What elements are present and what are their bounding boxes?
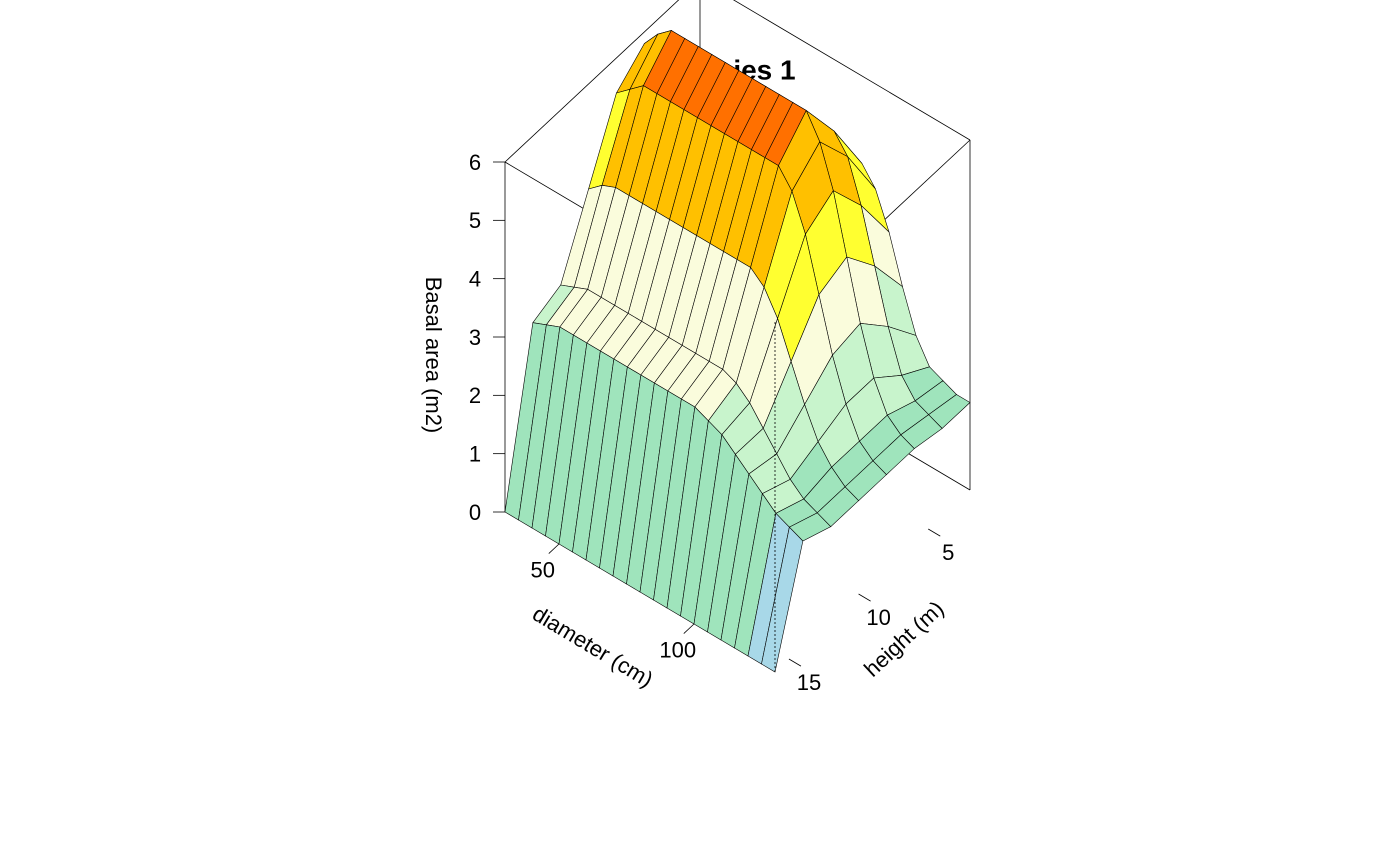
y-tick-label: 10 (866, 605, 890, 630)
box-edge (504, 0, 680, 163)
x-tick (683, 623, 695, 634)
z-tick-label: 3 (469, 325, 481, 350)
y-tick (858, 593, 871, 602)
box-edge (732, 0, 971, 141)
y-tick (928, 528, 941, 537)
z-tick-label: 6 (469, 150, 481, 175)
x-tick-label: 50 (531, 557, 555, 582)
x-axis-title: diameter (cm) (528, 601, 657, 692)
z-tick-label: 2 (469, 383, 481, 408)
z-tick-label: 4 (469, 266, 481, 291)
y-tick (788, 658, 802, 667)
y-tick-label: 5 (942, 540, 954, 565)
z-axis-title: Basal area (m2) (421, 277, 446, 434)
z-tick-label: 5 (469, 208, 481, 233)
z-tick-label: 1 (469, 441, 481, 466)
x-tick-label: 100 (659, 637, 696, 662)
x-tick (548, 543, 560, 554)
y-tick-label: 15 (797, 670, 821, 695)
z-tick-label: 0 (469, 500, 481, 525)
